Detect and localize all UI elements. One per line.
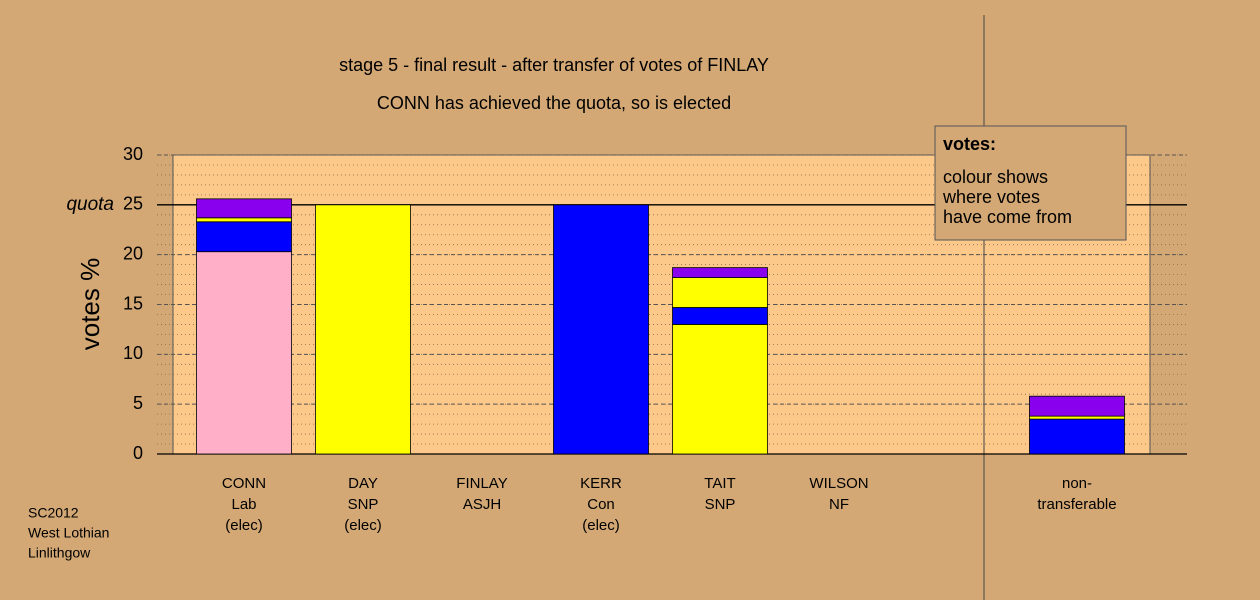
x-tick-label: non- xyxy=(1062,475,1092,492)
bar-segment xyxy=(553,204,649,455)
y-tick-label: 15 xyxy=(123,293,143,313)
y-tick-label: 10 xyxy=(123,343,143,363)
bar-segment xyxy=(672,307,768,325)
bar-segment xyxy=(672,324,768,455)
bar-segment xyxy=(1029,418,1125,455)
note-line: colour shows xyxy=(943,167,1048,187)
x-tick-label: transferable xyxy=(1037,496,1116,513)
x-tick-label: Con xyxy=(587,496,615,513)
footnote-line: West Lothian xyxy=(28,525,109,541)
bar-segment xyxy=(196,221,292,253)
note-line: have come from xyxy=(943,207,1072,227)
bar-segment xyxy=(1029,415,1125,420)
bar-segment xyxy=(1029,395,1125,417)
bar-segment xyxy=(196,217,292,223)
x-tick-label: CONN xyxy=(222,475,266,492)
bar-segment xyxy=(196,198,292,219)
y-tick-label: 25 xyxy=(123,194,143,214)
footnote-line: SC2012 xyxy=(28,505,79,521)
y-tick-label: 0 xyxy=(133,443,143,463)
x-tick-label: SNP xyxy=(705,496,736,513)
x-tick-label: WILSON xyxy=(809,475,868,492)
x-tick-label: (elec) xyxy=(225,517,263,534)
quota-label: quota xyxy=(66,194,114,215)
x-tick-label: TAIT xyxy=(704,475,735,492)
x-tick-label: KERR xyxy=(580,475,622,492)
bar-segment xyxy=(315,204,411,455)
note-line: where votes xyxy=(942,187,1040,207)
y-tick-label: 5 xyxy=(133,393,143,413)
bar-segment xyxy=(196,251,292,455)
x-tick-label: ASJH xyxy=(463,496,501,513)
note-heading: votes: xyxy=(943,134,996,154)
note-box xyxy=(934,125,1127,241)
chart-subtitle: CONN has achieved the quota, so is elect… xyxy=(377,93,731,113)
y-tick-label: 20 xyxy=(123,243,143,263)
footnote: SC2012 West Lothian Linlithgow xyxy=(28,505,109,561)
y-tick-label: 30 xyxy=(123,144,143,164)
x-tick-label: Lab xyxy=(231,496,256,513)
x-tick-label: FINLAY xyxy=(456,475,507,492)
y-axis-label: votes % xyxy=(75,258,105,351)
x-tick-label: SNP xyxy=(348,496,379,513)
chart-title: stage 5 - final result - after transfer … xyxy=(339,55,769,75)
labels: 0 5 10 15 20 25 30 quota CONN Lab (elec) DAY SNP (ele… xyxy=(66,144,1116,534)
x-tick-label: (elec) xyxy=(344,517,382,534)
x-tick-label: (elec) xyxy=(582,517,620,534)
footnote-line: Linlithgow xyxy=(28,545,91,561)
x-tick-label: NF xyxy=(829,496,849,513)
bar-segment xyxy=(672,267,768,278)
bars xyxy=(196,198,1125,455)
x-tick-label: DAY xyxy=(348,475,378,492)
bar-segment xyxy=(672,277,768,308)
